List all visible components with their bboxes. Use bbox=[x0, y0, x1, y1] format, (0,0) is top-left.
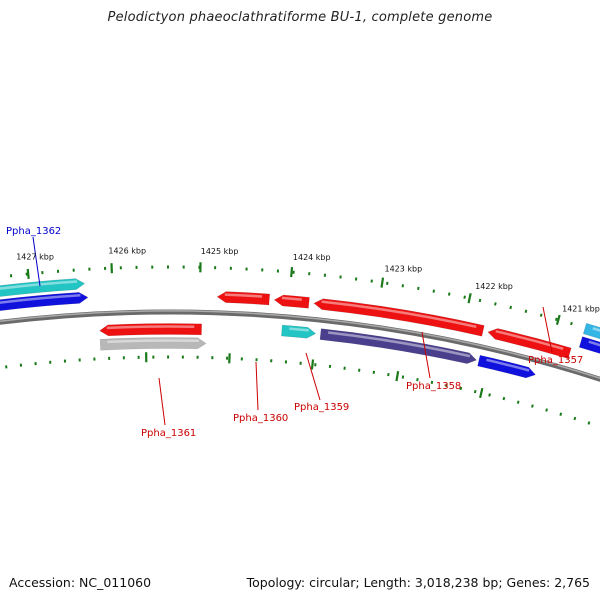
gene-label-ppha-1358: Ppha_1358 bbox=[406, 381, 461, 392]
ppha-1362-arrow-shine bbox=[0, 294, 81, 304]
outer-minor-tick bbox=[432, 289, 436, 293]
ppha-1358-partner-bar-shine bbox=[327, 331, 471, 358]
callout-line bbox=[542, 306, 553, 353]
callout-line bbox=[305, 352, 321, 401]
ppha-1361-arrow bbox=[99, 323, 202, 337]
topology-text: Topology: circular; Length: 3,018,238 bp… bbox=[246, 575, 590, 590]
gene-features bbox=[0, 278, 600, 379]
callout-line bbox=[255, 361, 259, 411]
ppha-1357-arrow bbox=[487, 328, 572, 359]
ppha-1361-arrow-shine bbox=[106, 325, 195, 330]
inner-minor-tick bbox=[459, 386, 463, 391]
ppha-1359-arrow bbox=[273, 294, 310, 309]
inner-minor-tick bbox=[401, 375, 405, 379]
backbone-arc bbox=[0, 309, 600, 382]
ppha-1358-partner-bar bbox=[319, 328, 478, 364]
inner-minor-tick bbox=[531, 404, 534, 408]
outer-minor-tick bbox=[494, 302, 497, 306]
scale-label: 1423 kbp bbox=[384, 265, 422, 274]
outer-major-tick bbox=[380, 277, 385, 288]
edge-gene-bottom bbox=[578, 336, 600, 354]
outer-minor-tick bbox=[539, 313, 543, 317]
ppha-1357-partner-arrow bbox=[477, 354, 537, 379]
inner-minor-tick bbox=[573, 416, 577, 421]
backbone-highlight bbox=[0, 310, 600, 380]
inner-major-tick bbox=[310, 359, 315, 370]
ppha-1359-partner-bar bbox=[281, 324, 317, 339]
edge-gene-bottom-shine bbox=[588, 340, 600, 347]
gene-label-ppha-1359: Ppha_1359 bbox=[294, 402, 349, 413]
inner-major-tick bbox=[395, 370, 400, 382]
inner-minor-tick bbox=[430, 380, 434, 385]
outer-minor-tick bbox=[554, 317, 558, 322]
scale-labels: 1421 kbp 1422 kbp 1423 kbp 1424 kbp 1425 kbp… bbox=[16, 247, 600, 314]
inner-minor-tick bbox=[473, 389, 477, 394]
outer-major-tick bbox=[555, 314, 561, 325]
accession-text: Accession: NC_011060 bbox=[9, 575, 152, 590]
edge-gene-top-shine bbox=[592, 327, 600, 332]
outer-major-tick bbox=[467, 293, 472, 304]
gene-label-ppha-1360: Ppha_1360 bbox=[233, 413, 288, 424]
ppha-1362-arrow bbox=[0, 292, 89, 312]
inner-minor-tick bbox=[545, 408, 548, 412]
inner-major-tick bbox=[479, 387, 484, 399]
genome-backbone bbox=[0, 309, 600, 382]
genome-title: Pelodictyon phaeoclathratiforme BU-1, co… bbox=[107, 10, 493, 25]
inner-minor-tick bbox=[488, 393, 491, 397]
scale-label: 1425 kbp bbox=[201, 247, 239, 256]
ppha-1362-rna-bar-shine bbox=[0, 280, 78, 290]
ppha-1361-partner-bar bbox=[99, 337, 207, 351]
inner-minor-tick bbox=[445, 383, 448, 387]
inner-minor-tick bbox=[416, 377, 419, 382]
callout-line bbox=[158, 377, 166, 426]
ppha-1359-partner-bar-shine bbox=[289, 327, 309, 332]
inner-minor-tick bbox=[502, 396, 506, 401]
outer-minor-tick bbox=[524, 309, 528, 313]
gene-label-ppha-1357: Ppha_1357 bbox=[528, 355, 583, 366]
gene-label-ppha-1362: Ppha_1362 bbox=[6, 226, 61, 237]
ppha-1361-partner-bar-shine bbox=[107, 339, 199, 344]
scale-ticks bbox=[5, 262, 591, 425]
outer-minor-tick bbox=[570, 321, 573, 326]
scale-label: 1421 kbp bbox=[562, 304, 600, 313]
outer-minor-tick bbox=[478, 298, 482, 303]
scale-label: 1424 kbp bbox=[293, 253, 331, 262]
inner-minor-tick bbox=[559, 412, 563, 416]
inner-minor-tick bbox=[516, 400, 520, 404]
gene-label-ppha-1361: Ppha_1361 bbox=[141, 428, 196, 439]
ppha-1357-arrow-shine bbox=[495, 329, 564, 351]
callout-line bbox=[421, 331, 431, 379]
ppha-1360-arrow bbox=[216, 291, 271, 306]
outer-minor-tick bbox=[417, 286, 420, 291]
outer-major-tick bbox=[26, 268, 30, 280]
callout-line bbox=[32, 236, 41, 287]
ppha-1358-arrow-shine bbox=[321, 300, 477, 329]
scale-label: 1427 kbp bbox=[16, 252, 54, 261]
outer-minor-tick bbox=[447, 292, 451, 296]
ppha-1358-arrow bbox=[313, 298, 485, 337]
ppha-1357-partner-arrow-shine bbox=[486, 358, 530, 372]
outer-major-tick bbox=[290, 267, 294, 278]
ppha-1360-arrow-shine bbox=[224, 293, 263, 298]
ppha-1359-arrow-shine bbox=[281, 296, 302, 301]
scale-label: 1426 kbp bbox=[108, 247, 146, 256]
gene-callouts: Ppha_1357 Ppha_1358 Ppha_1359 Ppha_1360 Ppha… bbox=[6, 226, 583, 439]
outer-minor-tick bbox=[463, 295, 466, 299]
inner-minor-tick bbox=[587, 421, 591, 425]
scale-label: 1422 kbp bbox=[475, 282, 513, 291]
ppha-1362-rna-bar bbox=[0, 278, 86, 297]
edge-gene-top bbox=[582, 322, 600, 340]
outer-minor-tick bbox=[509, 305, 512, 310]
